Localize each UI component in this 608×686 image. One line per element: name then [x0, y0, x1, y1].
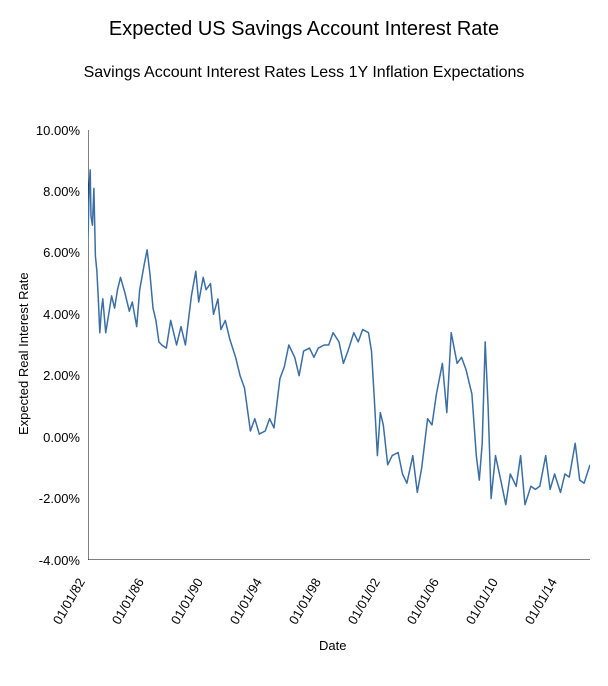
y-tick-label: 6.00% [43, 245, 80, 260]
x-axis-label: Date [319, 638, 346, 653]
x-tick-label: 01/01/94 [227, 576, 265, 627]
x-tick-label: 01/01/90 [168, 576, 206, 627]
chart-title: Expected US Savings Account Interest Rat… [0, 18, 608, 41]
data-line [88, 170, 590, 505]
x-tick-label: 01/01/86 [109, 576, 147, 627]
y-axis-label: Expected Real Interest Rate [16, 272, 31, 435]
y-tick-label: 4.00% [43, 307, 80, 322]
x-tick-label: 01/01/82 [50, 576, 88, 627]
y-tick-label: 10.00% [36, 123, 80, 138]
y-tick-label: 0.00% [43, 430, 80, 445]
x-tick-label: 01/01/06 [404, 576, 442, 627]
x-tick-label: 01/01/14 [522, 576, 560, 627]
y-tick-label: 2.00% [43, 368, 80, 383]
plot-svg [88, 130, 590, 560]
chart-subtitle: Savings Account Interest Rates Less 1Y I… [0, 64, 608, 82]
y-tick-label: -4.00% [39, 553, 80, 568]
x-tick-label: 01/01/02 [345, 576, 383, 627]
chart-container: Expected US Savings Account Interest Rat… [0, 0, 608, 686]
y-tick-label: 8.00% [43, 184, 80, 199]
x-tick-label: 01/01/98 [286, 576, 324, 627]
x-tick-label: 01/01/10 [463, 576, 501, 627]
y-tick-label: -2.00% [39, 491, 80, 506]
